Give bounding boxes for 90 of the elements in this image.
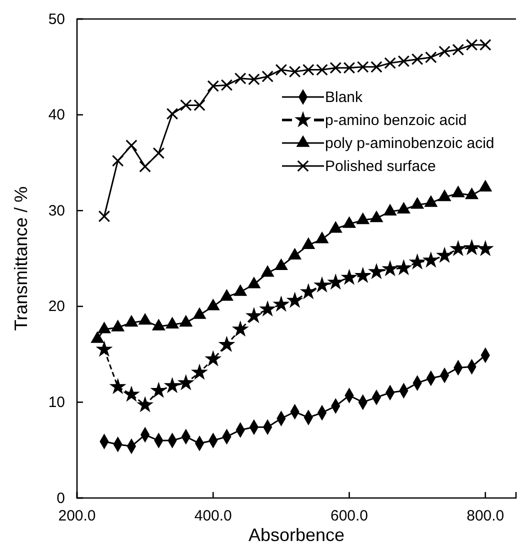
point <box>166 317 179 328</box>
point <box>370 210 383 222</box>
point <box>478 241 493 256</box>
legend-label: Polished surface <box>325 158 436 175</box>
legend-label: p-amino benzoic acid <box>325 112 467 129</box>
point <box>328 274 344 289</box>
point <box>384 57 396 69</box>
point <box>274 296 289 311</box>
point <box>288 248 302 260</box>
point <box>110 379 126 394</box>
point <box>314 278 330 292</box>
point <box>112 154 124 167</box>
point <box>342 270 357 284</box>
point <box>356 212 370 224</box>
point <box>437 248 452 262</box>
y-tick-label: 0 <box>56 490 65 507</box>
point <box>287 292 302 308</box>
point <box>246 308 262 322</box>
x-tick-label: 600.0 <box>330 508 368 525</box>
point <box>206 351 221 366</box>
point <box>423 252 438 267</box>
point <box>382 261 398 276</box>
point <box>450 241 466 256</box>
point <box>124 386 139 401</box>
y-axis-title: Transmittance / % <box>11 186 31 331</box>
point <box>355 268 370 282</box>
point <box>302 238 315 249</box>
point <box>274 258 288 270</box>
point <box>164 378 180 392</box>
point <box>125 315 138 327</box>
point <box>166 108 178 120</box>
point <box>342 216 356 228</box>
point <box>248 277 260 288</box>
point <box>398 55 410 68</box>
point <box>152 147 165 160</box>
point <box>138 313 152 325</box>
point <box>425 51 437 64</box>
point <box>410 198 424 209</box>
point <box>438 46 450 58</box>
x-axis-title: Absorbence <box>248 525 345 545</box>
point <box>193 308 206 319</box>
x-tick-label: 800.0 <box>466 508 504 525</box>
point <box>397 202 410 214</box>
point <box>192 364 207 379</box>
point <box>316 232 328 244</box>
point <box>261 266 274 277</box>
point <box>98 322 111 334</box>
point <box>329 222 342 233</box>
point <box>138 397 153 412</box>
point <box>219 336 234 352</box>
legend-label: poly p-aminobenzoic acid <box>325 135 494 152</box>
point <box>152 319 166 330</box>
point <box>206 299 220 310</box>
point <box>139 160 151 172</box>
point <box>180 315 192 327</box>
point <box>111 320 124 332</box>
point <box>262 70 274 82</box>
point <box>452 186 465 198</box>
point <box>151 382 166 398</box>
point <box>275 64 288 76</box>
point <box>126 140 138 152</box>
point <box>410 254 425 269</box>
point <box>220 290 234 301</box>
y-tick-label: 20 <box>48 298 65 316</box>
point <box>464 240 480 254</box>
x-tick-label: 400.0 <box>194 508 232 525</box>
point <box>396 260 412 274</box>
point <box>178 375 194 390</box>
x-tick-label: 200.0 <box>58 508 96 525</box>
y-tick-label: 10 <box>48 394 65 411</box>
point <box>478 180 492 192</box>
point <box>98 210 110 222</box>
point <box>260 301 276 316</box>
point <box>232 322 248 336</box>
point <box>465 188 478 200</box>
y-tick-label: 30 <box>48 202 65 220</box>
point <box>96 342 112 356</box>
point <box>369 264 384 278</box>
point <box>438 190 451 202</box>
legend-label: Blank <box>325 89 364 106</box>
point <box>411 53 424 66</box>
point <box>452 44 464 56</box>
y-tick-label: 40 <box>48 106 65 124</box>
point <box>300 284 316 298</box>
y-tick-label: 50 <box>48 10 65 28</box>
point <box>424 196 438 207</box>
point <box>288 66 301 78</box>
point <box>384 204 396 216</box>
point <box>91 332 104 343</box>
point <box>234 284 247 296</box>
